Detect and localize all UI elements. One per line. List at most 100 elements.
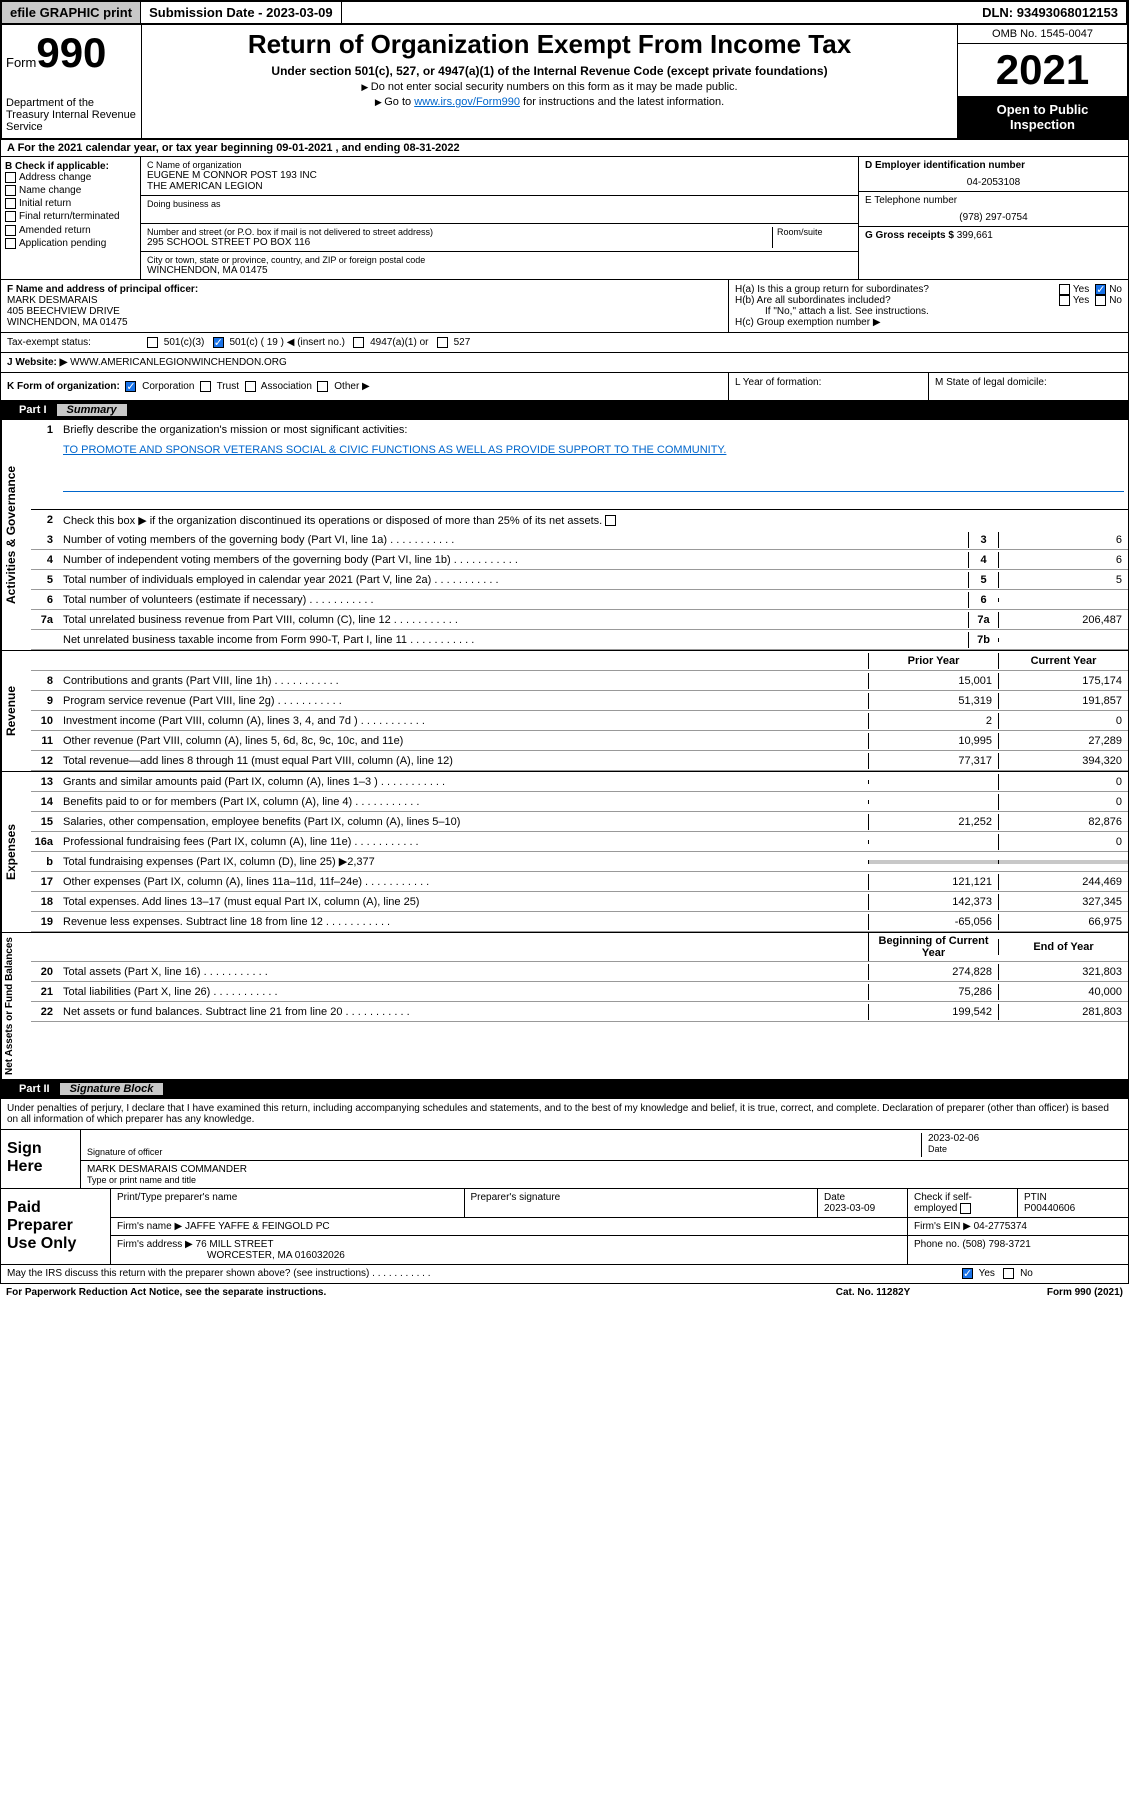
summary-netassets: Net Assets or Fund Balances Beginning of… [0, 933, 1129, 1080]
ha-no-cb[interactable] [1095, 284, 1106, 295]
cat-no: Cat. No. 11282Y [773, 1287, 973, 1298]
submission-date-value: 2023-03-09 [266, 5, 333, 20]
officer-addr1: 405 BEECHVIEW DRIVE [7, 306, 722, 317]
line16a-prior [868, 840, 998, 844]
city-value: WINCHENDON, MA 01475 [147, 265, 852, 276]
hc-label: H(c) Group exemption number ▶ [735, 317, 1122, 328]
firm-addr-label: Firm's address ▶ [117, 1239, 196, 1250]
cb-application-pending[interactable]: Application pending [5, 238, 136, 249]
city-cell: City or town, state or province, country… [141, 252, 858, 279]
col-b-header: B Check if applicable: [5, 161, 136, 172]
line14: Benefits paid to or for members (Part IX… [59, 794, 868, 810]
cb-trust[interactable] [200, 381, 211, 392]
discuss-row: May the IRS discuss this return with the… [0, 1265, 1129, 1283]
cb-final-return[interactable]: Final return/terminated [5, 211, 136, 222]
line12-curr: 394,320 [998, 753, 1128, 769]
line16a-curr: 0 [998, 834, 1128, 850]
form-ref: Form 990 (2021) [973, 1287, 1123, 1298]
dln: DLN: 93493068012153 [974, 2, 1127, 23]
dln-label: DLN: [982, 5, 1017, 20]
line15: Salaries, other compensation, employee b… [59, 814, 868, 830]
line21-beg: 75,286 [868, 984, 998, 1000]
addr-label: Number and street (or P.O. box if mail i… [147, 227, 772, 237]
paid-preparer-label: Paid Preparer Use Only [1, 1189, 111, 1264]
part2-header: Part IISignature Block [0, 1080, 1129, 1099]
ha-yes-cb[interactable] [1059, 284, 1070, 295]
gross-value: 399,661 [957, 230, 993, 241]
subtitle-2: Do not enter social security numbers on … [152, 81, 947, 93]
part2-title: Signature Block [60, 1083, 164, 1095]
line16b-curr [998, 860, 1128, 864]
cb-self-employed[interactable] [960, 1203, 971, 1214]
cb-address-change[interactable]: Address change [5, 172, 136, 183]
section-bcd: B Check if applicable: Address change Na… [0, 157, 1129, 280]
firm-name-label: Firm's name ▶ [117, 1221, 185, 1232]
line13-curr: 0 [998, 774, 1128, 790]
vtab-revenue: Revenue [1, 651, 31, 771]
efile-print-button[interactable]: efile GRAPHIC print [2, 2, 141, 23]
officer-label: F Name and address of principal officer: [7, 284, 722, 295]
officer-addr2: WINCHENDON, MA 01475 [7, 317, 722, 328]
line9: Program service revenue (Part VIII, line… [59, 693, 868, 709]
ein-value: 04-2053108 [865, 177, 1122, 188]
line17: Other expenses (Part IX, column (A), lin… [59, 874, 868, 890]
sig-name-label: Type or print name and title [87, 1175, 1122, 1185]
cb-association[interactable] [245, 381, 256, 392]
cb-amended-return[interactable]: Amended return [5, 225, 136, 236]
line15-prior: 21,252 [868, 814, 998, 830]
prep-date-hdr: Date [824, 1192, 845, 1203]
line20-beg: 274,828 [868, 964, 998, 980]
cb-527[interactable] [437, 337, 448, 348]
cb-4947[interactable] [353, 337, 364, 348]
officer-name: MARK DESMARAIS [7, 295, 722, 306]
vtab-netassets: Net Assets or Fund Balances [1, 933, 31, 1079]
line12-prior: 77,317 [868, 753, 998, 769]
firm-phone-label: Phone no. [914, 1239, 962, 1250]
hb-yes-cb[interactable] [1059, 295, 1070, 306]
form-of-org: K Form of organization: Corporation Trus… [1, 373, 728, 400]
line15-curr: 82,876 [998, 814, 1128, 830]
ein-cell: D Employer identification number 04-2053… [859, 157, 1128, 192]
org-name-cell: C Name of organization EUGENE M CONNOR P… [141, 157, 858, 196]
firm-phone: (508) 798-3721 [962, 1239, 1030, 1250]
summary-activities: Activities & Governance 1Briefly describ… [0, 420, 1129, 651]
dba-cell: Doing business as [141, 196, 858, 224]
cb-corporation[interactable] [125, 381, 136, 392]
line8-prior: 15,001 [868, 673, 998, 689]
curr-year-hdr: Current Year [998, 653, 1128, 669]
tel-label: E Telephone number [865, 195, 1122, 206]
row-tax-status: Tax-exempt status: 501(c)(3) 501(c) ( 19… [0, 333, 1129, 353]
line9-curr: 191,857 [998, 693, 1128, 709]
cb-initial-return[interactable]: Initial return [5, 198, 136, 209]
cb-501c[interactable] [213, 337, 224, 348]
row-website: J Website: ▶ WWW.AMERICANLEGIONWINCHENDO… [0, 353, 1129, 373]
org-name-1: EUGENE M CONNOR POST 193 INC [147, 170, 852, 181]
netassets-rows: Beginning of Current YearEnd of Year 20T… [31, 933, 1128, 1079]
summary-revenue: Revenue Prior YearCurrent Year 8Contribu… [0, 651, 1129, 772]
vtab-expenses: Expenses [1, 772, 31, 932]
website-value: WWW.AMERICANLEGIONWINCHENDON.ORG [70, 357, 287, 368]
city-label: City or town, state or province, country… [147, 255, 852, 265]
website-cell: J Website: ▶ WWW.AMERICANLEGIONWINCHENDO… [1, 353, 1128, 372]
discuss-yes-cb[interactable] [962, 1268, 973, 1279]
line3-val: 6 [998, 532, 1128, 548]
hb-no-cb[interactable] [1095, 295, 1106, 306]
perjury-declaration: Under penalties of perjury, I declare th… [0, 1099, 1129, 1130]
line14-prior [868, 800, 998, 804]
line8: Contributions and grants (Part VIII, lin… [59, 673, 868, 689]
end-year-hdr: End of Year [998, 939, 1128, 955]
cb-other[interactable] [317, 381, 328, 392]
form-num: 990 [36, 29, 106, 76]
cb-name-change[interactable]: Name change [5, 185, 136, 196]
sig-date-label: Date [928, 1144, 1122, 1154]
instructions-link[interactable]: www.irs.gov/Form990 [414, 96, 520, 108]
form-number: Form990 [6, 29, 137, 77]
line22-end: 281,803 [998, 1004, 1128, 1020]
prep-sig-hdr: Preparer's signature [465, 1189, 819, 1217]
sub3-pre: Go to [384, 96, 414, 108]
header-mid: Return of Organization Exempt From Incom… [142, 25, 957, 138]
discuss-no-cb[interactable] [1003, 1268, 1014, 1279]
line2-cb[interactable] [605, 515, 616, 526]
cb-501c3[interactable] [147, 337, 158, 348]
part1-num: Part I [9, 404, 57, 416]
